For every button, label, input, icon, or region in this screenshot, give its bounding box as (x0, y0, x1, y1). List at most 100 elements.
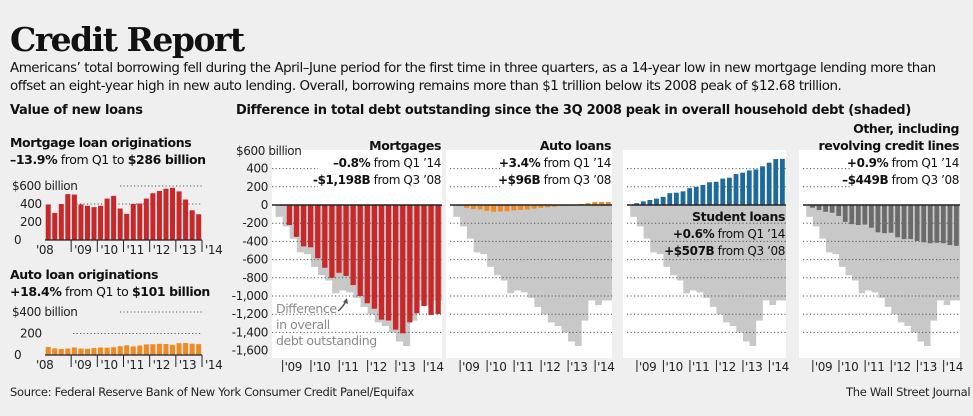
bar (124, 213, 130, 240)
student-diff-change-q1: +0.6% from Q1 ’14 (673, 227, 785, 241)
bar (150, 193, 156, 240)
bar (773, 159, 779, 205)
bar (700, 184, 706, 205)
other-diff-title: revolving credit lines (819, 138, 960, 153)
bar (927, 205, 933, 244)
bar (111, 195, 117, 240)
bar (78, 204, 84, 240)
bar (137, 345, 143, 355)
bar (293, 205, 300, 237)
x-tick-label: '13 (398, 360, 415, 374)
bar (940, 205, 946, 244)
bar (654, 198, 659, 205)
bar (98, 205, 104, 240)
y-tick-label: 0 (14, 348, 21, 362)
bar (137, 203, 143, 240)
bar (464, 205, 470, 208)
overall-debt-shaded-area (450, 205, 612, 347)
bar (189, 343, 195, 355)
bar (810, 205, 815, 208)
x-tick-label: '14 (205, 358, 222, 372)
bar (497, 205, 503, 212)
label-background (500, 166, 612, 202)
y-tick-label: 200 (246, 180, 268, 194)
bar (176, 191, 182, 240)
y-tick-label: 400 (20, 197, 42, 211)
dek-paragraph: Americans’ total borrowing fell during t… (10, 61, 936, 94)
bar (726, 177, 732, 205)
bar (84, 205, 90, 240)
other-diff-title: Other, including (853, 121, 959, 136)
x-tick-label: '12 (153, 243, 170, 257)
x-tick-label: '10 (665, 360, 682, 374)
auto-originations-subtitle: +18.4% from Q1 to $101 billion (10, 283, 210, 300)
bar (169, 187, 176, 240)
bar (875, 205, 881, 233)
y-tick-label: 200 (20, 327, 42, 341)
student-diff-change-2008: +$507B from Q3 ’08 (664, 244, 785, 258)
bar (124, 345, 130, 355)
bar (52, 348, 58, 355)
x-tick-label: '13 (179, 243, 196, 257)
bar (407, 205, 413, 323)
bar (130, 204, 136, 240)
credit-line: The Wall Street Journal (846, 385, 971, 399)
bar (58, 348, 64, 355)
x-tick-label: '12 (153, 358, 170, 372)
mortgage-value: $286 billion (127, 152, 206, 167)
bar (176, 343, 182, 355)
bar (849, 205, 855, 225)
bar (592, 201, 598, 205)
mortgage-mid: from Q1 to (57, 152, 128, 167)
bar (104, 198, 110, 240)
bar (52, 213, 58, 240)
bar (829, 205, 835, 213)
bar (707, 182, 712, 205)
x-tick-label: '09 (74, 243, 91, 257)
bar (862, 205, 868, 225)
bar (104, 347, 110, 355)
bar (315, 205, 321, 259)
bar (163, 344, 169, 355)
mortgage-diff-change-2008: -$1,198B from Q3 ’08 (313, 173, 441, 187)
bar (169, 344, 176, 355)
y-tick-label: -1,600 (232, 344, 268, 358)
bar (111, 347, 117, 355)
bar (855, 205, 861, 226)
y-tick-label: -200 (242, 216, 268, 230)
x-tick-label: '11 (341, 360, 358, 374)
source-note: Source: Federal Reserve Bank of New York… (10, 385, 414, 399)
bar (921, 205, 927, 243)
bar (766, 162, 772, 205)
bar (308, 205, 314, 248)
y-axis-top-label: $600 billion (12, 179, 77, 193)
bar (78, 348, 84, 355)
bar (143, 344, 149, 355)
bar (300, 205, 307, 247)
x-tick-label: '10 (313, 360, 330, 374)
x-tick-label: '13 (745, 360, 762, 374)
y-tick-label: 200 (20, 215, 42, 229)
x-tick-label: '09 (462, 360, 479, 374)
x-tick-label: '12 (893, 360, 910, 374)
other-diff-change-2008: –$449B from Q3 ’08 (842, 173, 959, 187)
auto-value: $101 billion (131, 284, 210, 299)
bar (71, 194, 77, 240)
auto-diff-change-q1: +3.4% from Q1 ’14 (499, 156, 611, 170)
bar (329, 205, 335, 278)
bar (357, 205, 363, 296)
y-tick-label: -800 (242, 271, 268, 285)
x-tick-label: '14 (205, 243, 222, 257)
bar (156, 343, 162, 355)
bar (322, 205, 328, 268)
bar (150, 344, 156, 355)
bar (667, 193, 673, 205)
bar (882, 205, 887, 234)
bar (84, 348, 90, 355)
bar (189, 210, 195, 240)
bar (511, 205, 517, 211)
bar (183, 199, 189, 240)
bar (720, 178, 726, 205)
bar (733, 174, 739, 205)
x-tick-label: '13 (570, 360, 587, 374)
